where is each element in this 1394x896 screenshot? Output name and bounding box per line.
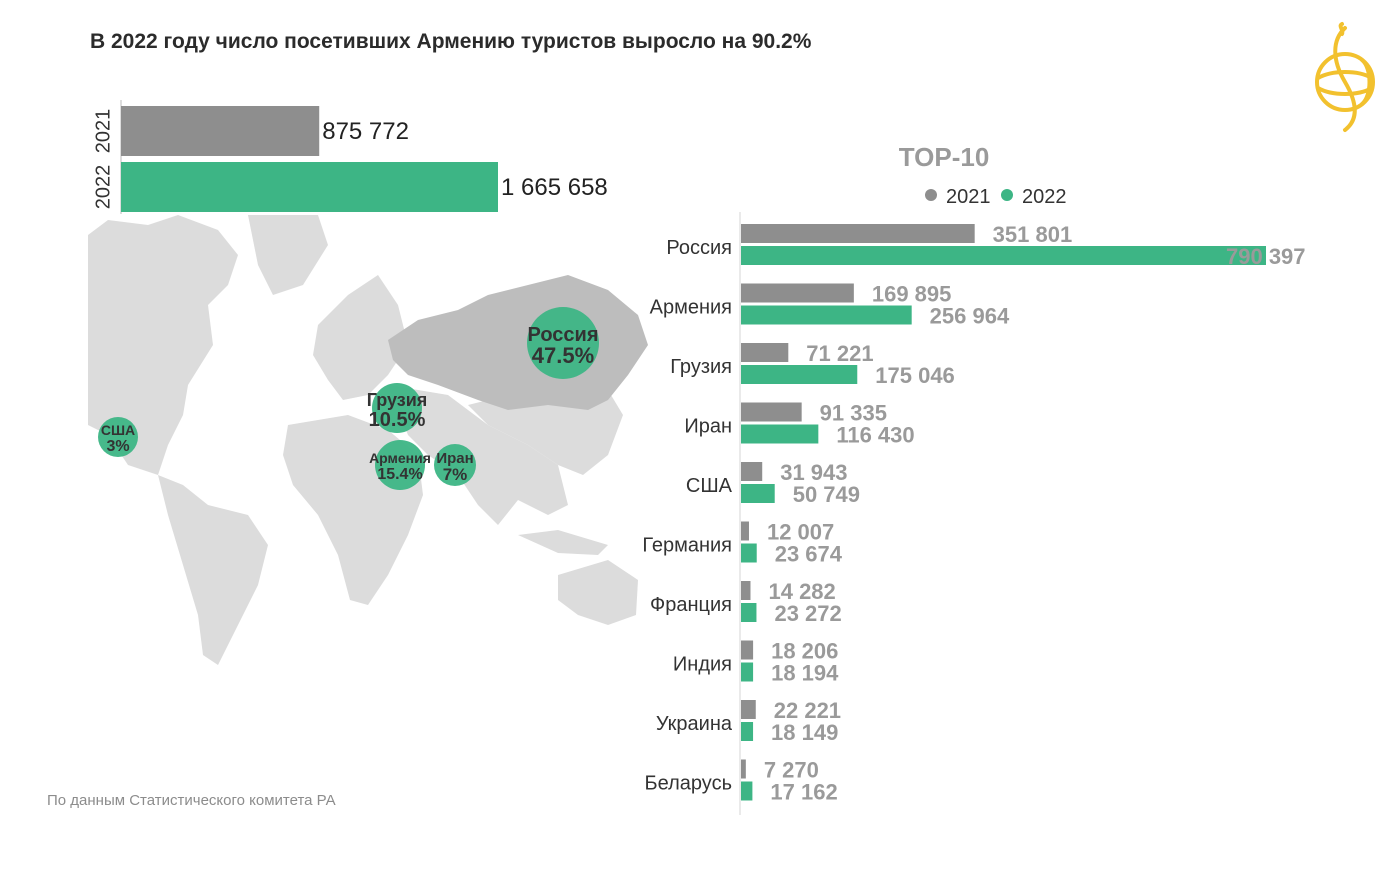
legend-dot-2021 [925,189,937,201]
category-label: Франция [650,594,732,616]
map-bubble-name: Иран [436,450,473,467]
map-bubble-circle [372,383,422,433]
map-bubble-name: Грузия [367,390,428,410]
value-label-2021: 31 943 [780,460,847,485]
bar-2021 [741,700,756,719]
bar-2022 [741,424,819,444]
map-bubble-share: 3% [106,438,129,455]
value-label-2021: 351 801 [993,222,1073,247]
map-bubble-circle [527,307,599,379]
value-label-2022: 23 272 [774,601,841,626]
value-label-2022: 50 749 [793,482,860,507]
bar-2022 [741,365,858,384]
bar-2022 [741,484,775,503]
value-label-2022: 175 046 [875,363,955,388]
legend-label-2021: 2021 [946,186,991,208]
bar-2021 [741,343,789,362]
map-bubble-name: США [101,422,135,438]
value-label-2021: 91 335 [820,401,887,426]
value-label-2021: 71 221 [806,341,873,366]
map-bubble-name: Россия [527,324,598,346]
bar-2022 [741,781,753,801]
value-label-2021: 22 221 [774,698,841,723]
bar-2021 [741,581,751,600]
category-label: Индия [673,654,732,676]
legend-dot-2022 [1001,189,1013,201]
value-label-2022: 23 674 [775,542,843,567]
bar-2022 [741,662,754,682]
bar-2021 [741,224,975,243]
value-label-2022: 18 149 [771,720,838,745]
map-bubble-circle [375,440,425,490]
total-year-label-2021: 2021 [92,109,114,154]
bar-2022 [741,722,754,741]
bar-2021 [741,640,754,660]
world-map: Россия47.5%Грузия10.5%США3%Армения15.4%И… [88,215,648,665]
category-label: Беларусь [645,773,732,795]
value-label-2022: 790 397 [1226,244,1306,269]
total-value-label-2021: 875 772 [322,118,409,145]
logo-icon [1315,22,1375,132]
map-bubble-circle [98,417,138,457]
value-label-2022: 17 162 [770,780,837,805]
category-label: Армения [650,297,732,319]
value-label-2021: 14 282 [768,579,835,604]
category-label: Грузия [670,356,732,378]
total-value-label-2022: 1 665 658 [501,174,608,201]
value-label-2021: 18 206 [771,639,838,664]
value-label-2022: 18 194 [771,661,839,686]
value-label-2021: 169 895 [872,282,952,307]
total-bar-2022 [121,162,498,212]
value-label-2021: 12 007 [767,520,834,545]
total-bar-2021 [121,106,320,156]
bar-2021 [741,462,763,481]
category-label: США [686,475,733,497]
map-bubble-share: 10.5% [369,409,426,431]
value-label-2022: 256 964 [930,304,1010,329]
total-year-label-2022: 2022 [92,165,114,210]
bar-2022 [741,603,757,622]
map-bubble-share: 47.5% [532,343,594,368]
legend-label-2022: 2022 [1022,186,1067,208]
map-bubble-circle [434,444,476,486]
map-bubble-name: Армения [369,450,431,466]
legend: 2021 2022 [925,186,1067,208]
bar-2021 [741,283,854,303]
category-label: Германия [642,535,732,557]
top10-title: TOP-10 [899,142,990,172]
map-land [88,215,648,665]
page-title: В 2022 году число посетивших Армению тур… [90,30,812,53]
value-label-2022: 116 430 [836,423,914,448]
category-label: Украина [656,713,733,735]
source-note: По данным Статистического комитета РА [47,792,336,809]
category-label: Иран [684,416,732,438]
bar-2022 [741,246,1266,265]
bar-2021 [741,759,746,779]
value-label-2021: 7 270 [764,758,819,783]
bar-2022 [741,543,757,563]
top10-chart: TOP-10 2021 2022 Россия 351 801 790 397 Арм… [642,142,1306,815]
map-bubble-share: 7% [443,465,468,484]
map-bubble-share: 15.4% [377,466,422,483]
bar-2022 [741,305,912,325]
bar-2021 [741,402,802,422]
total-visitors-chart: 2021 875 772 2022 1 665 658 [92,100,608,214]
bar-2021 [741,521,749,541]
category-label: Россия [666,237,732,259]
top10-row: Россия 351 801 790 397 [666,222,1305,269]
